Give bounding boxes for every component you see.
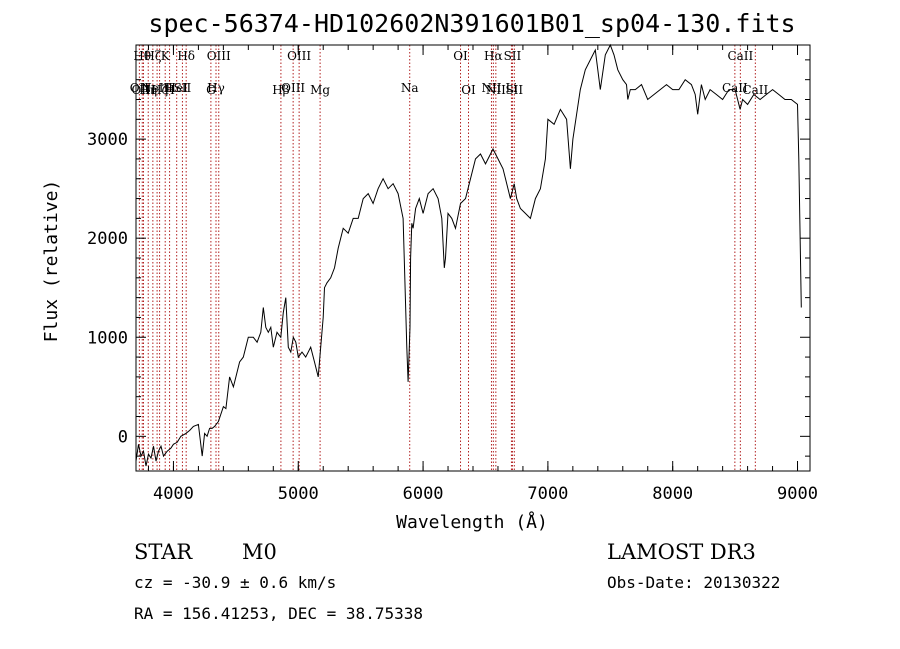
y-axis-ticks: 0 1000 2000 3000	[87, 59, 810, 457]
x-tick-label: 5000	[278, 484, 319, 504]
marker-label: Mg	[310, 83, 330, 97]
marker-label: Hδ	[177, 49, 195, 63]
marker-label: SII	[504, 49, 522, 63]
info-panel: STAR M0 cz = -30.9 ± 0.6 km/s RA = 156.4…	[134, 540, 780, 623]
line-marker-labels: OIIHθOIIIHηHζNeIIIHζKHHeISIIHδGHγOIIIHβO…	[130, 49, 769, 97]
line-markers	[138, 45, 756, 471]
y-axis-label: Flux (relative)	[41, 180, 62, 343]
marker-label: Hα	[484, 49, 503, 63]
marker-label: HeI	[166, 81, 189, 95]
marker-label: OI	[461, 83, 476, 97]
marker-label: SII	[174, 81, 192, 95]
marker-label: NeIII	[141, 81, 173, 95]
chart-title: spec-56374-HD102602N391601B01_sp04-130.f…	[148, 9, 795, 38]
marker-label: Hη	[139, 83, 157, 97]
marker-label: OIII	[207, 49, 231, 63]
marker-label: Li	[506, 81, 518, 95]
marker-label: OIII	[287, 49, 311, 63]
marker-label: Hζ	[144, 49, 161, 63]
marker-label: NII	[481, 81, 501, 95]
marker-label: Hγ	[207, 81, 225, 95]
marker-label: CaII	[722, 81, 748, 95]
y-tick-label: 2000	[87, 229, 128, 249]
marker-label: G	[206, 83, 216, 97]
marker-label: Na	[401, 81, 419, 95]
marker-label: OIII	[131, 83, 155, 97]
x-tick-label: 9000	[777, 484, 818, 504]
marker-label: OIII	[281, 81, 305, 95]
spectrum-line	[135, 43, 802, 467]
marker-label: Hζ	[151, 83, 168, 97]
marker-label: OI	[453, 49, 468, 63]
x-tick-label: 4000	[153, 484, 194, 504]
marker-label: NII	[486, 83, 506, 97]
redshift-velocity: cz = -30.9 ± 0.6 km/s	[134, 573, 336, 592]
plot-frame	[135, 44, 811, 472]
marker-label: OII	[130, 81, 150, 95]
marker-label: H	[164, 83, 174, 97]
marker-label: SII	[505, 83, 523, 97]
x-axis-label: Wavelength (Å)	[396, 511, 548, 533]
object-class: STAR	[134, 540, 193, 564]
object-subclass: M0	[242, 540, 277, 564]
coordinates: RA = 156.41253, DEC = 38.75338	[134, 604, 423, 623]
y-tick-label: 1000	[87, 328, 128, 348]
x-tick-label: 6000	[403, 484, 444, 504]
marker-label: CaII	[742, 83, 768, 97]
observation-date: Obs-Date: 20130322	[607, 573, 780, 592]
x-tick-label: 7000	[527, 484, 568, 504]
marker-label: K	[161, 49, 171, 63]
x-axis-ticks: 4000 5000 6000 7000 8000 9000	[147, 45, 818, 504]
marker-label: CaII	[727, 49, 753, 63]
marker-label: Hβ	[272, 83, 289, 97]
y-tick-label: 3000	[87, 130, 128, 150]
x-tick-label: 8000	[652, 484, 693, 504]
y-tick-label: 0	[118, 427, 128, 447]
survey-name: LAMOST DR3	[607, 540, 756, 564]
